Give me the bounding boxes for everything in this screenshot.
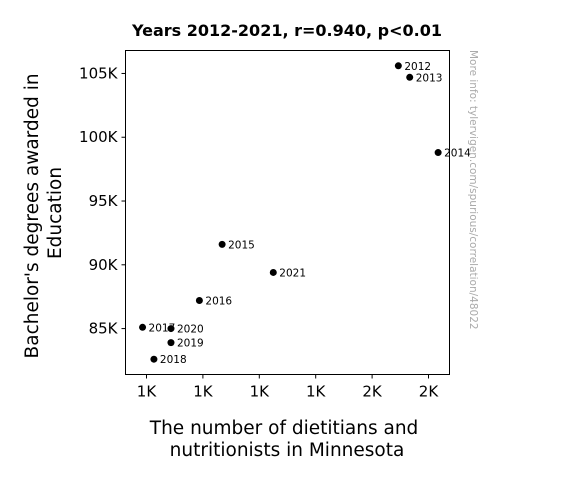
x-tick-label: 1K [137,383,158,401]
data-point-2012 [394,62,402,70]
data-point-2015 [218,240,226,248]
point-label-2012: 2012 [404,61,431,73]
point-label-2021: 2021 [279,267,306,279]
y-tick-label: 100K [79,128,119,146]
plot-area [125,50,450,375]
y-axis-label: Bachelor's degrees awarded in Education [22,68,66,359]
source-watermark: More info: tylervigen.com/spurious/corre… [467,50,479,330]
x-axis: 1K 1K 1K 1K 2K 2K [137,374,440,401]
x-tick-label: 1K [306,383,327,401]
y-axis: 85K 90K 95K 100K 105K [79,64,126,338]
x-axis-label-line-1: The number of dietitians and [149,418,419,439]
data-point-2013 [406,73,414,81]
data-point-2020 [167,325,175,333]
point-label-2013: 2013 [416,72,443,84]
x-axis-label-line-2: nutritionists in Minnesota [170,440,405,461]
x-tick-label: 2K [362,383,383,401]
y-tick-label: 90K [89,256,119,274]
point-label-2017: 2017 [149,322,176,334]
point-label-2014: 2014 [444,148,471,160]
y-tick-label: 95K [89,192,119,210]
y-axis-label-line-1: Bachelor's degrees awarded in [22,73,43,358]
data-point-2016 [195,297,203,305]
data-point-2019 [167,339,175,347]
point-label-2016: 2016 [205,296,232,308]
y-tick-label: 105K [79,64,119,82]
x-tick-label: 1K [193,383,214,401]
chart-title: Years 2012-2021, r=0.940, p<0.01 [131,21,442,40]
point-label-2018: 2018 [160,354,187,366]
data-point-2021 [269,268,277,276]
point-label-2020: 2020 [177,324,204,336]
point-label-2015: 2015 [228,239,255,251]
x-tick-label: 1K [250,383,271,401]
data-point-2014 [434,149,442,157]
x-axis-label: The number of dietitians and nutritionis… [149,418,424,461]
data-point-2018 [150,355,158,363]
x-tick-label: 2K [419,383,440,401]
point-label-2019: 2019 [177,338,204,350]
y-tick-label: 85K [89,320,119,338]
data-point-2017 [139,323,147,331]
y-axis-label-line-2: Education [45,167,66,259]
